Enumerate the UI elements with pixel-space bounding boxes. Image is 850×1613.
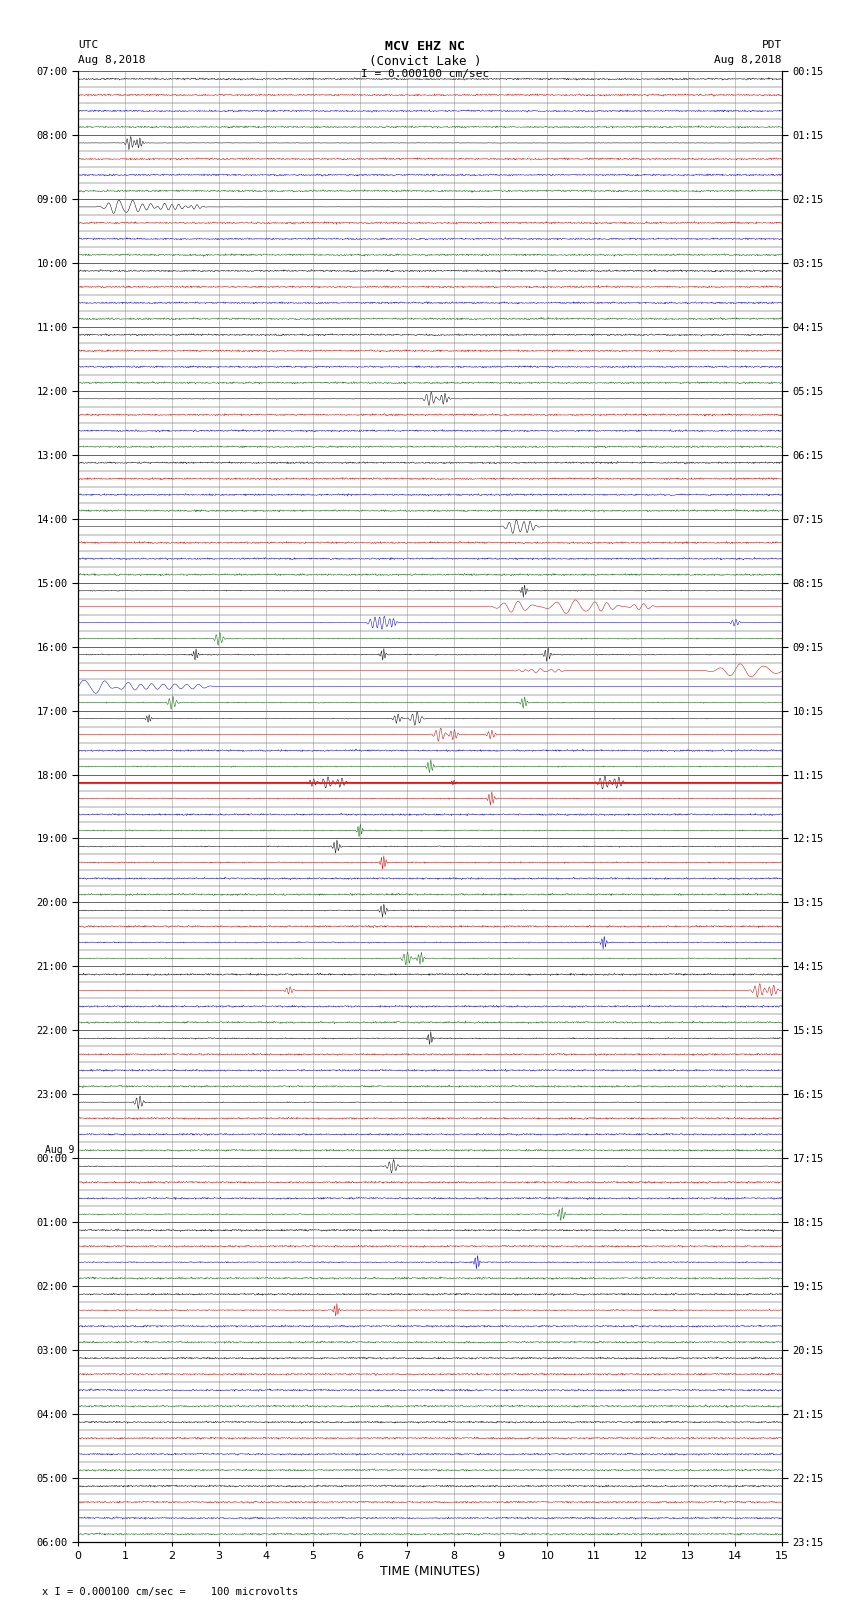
Text: Aug 8,2018: Aug 8,2018 [78, 55, 145, 65]
Text: (Convict Lake ): (Convict Lake ) [369, 55, 481, 68]
Text: Aug 8,2018: Aug 8,2018 [715, 55, 782, 65]
X-axis label: TIME (MINUTES): TIME (MINUTES) [380, 1565, 480, 1578]
Text: MCV EHZ NC: MCV EHZ NC [385, 40, 465, 53]
Text: PDT: PDT [762, 40, 782, 50]
Text: Aug 9: Aug 9 [44, 1145, 74, 1155]
Text: I = 0.000100 cm/sec: I = 0.000100 cm/sec [361, 69, 489, 79]
Text: UTC: UTC [78, 40, 99, 50]
Text: x I = 0.000100 cm/sec =    100 microvolts: x I = 0.000100 cm/sec = 100 microvolts [42, 1587, 298, 1597]
